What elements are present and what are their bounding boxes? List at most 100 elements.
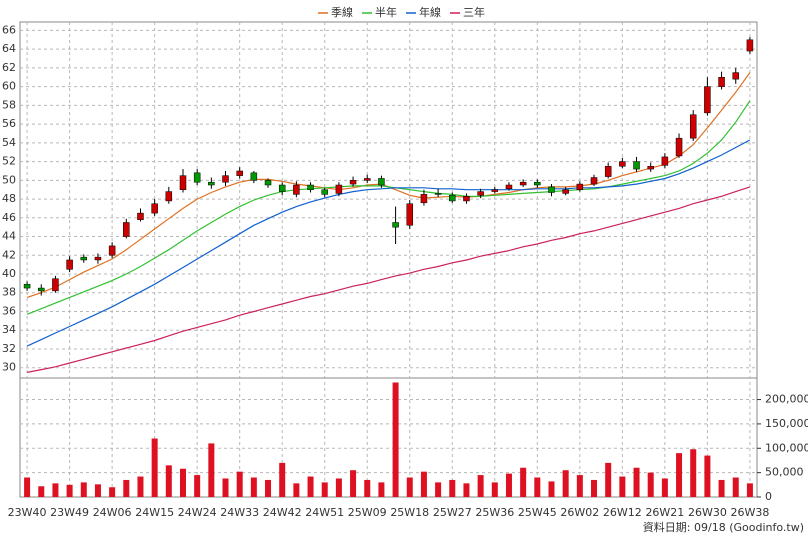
volume-bar	[406, 477, 413, 497]
volume-bar	[463, 483, 470, 497]
candle-body	[519, 181, 527, 186]
volume-bar	[307, 476, 314, 497]
volume-bar	[619, 476, 626, 497]
x-tick-label: 26W21	[645, 506, 684, 519]
candle-body	[363, 178, 371, 181]
legend-label: 三年	[463, 5, 485, 19]
candle-body	[250, 172, 258, 181]
volume-bar	[321, 482, 328, 497]
legend-label: 季線	[331, 5, 353, 19]
x-tick-label: 26W38	[730, 506, 769, 519]
volume-bar	[94, 484, 101, 497]
candle-body	[732, 72, 739, 80]
legend: 季線 半年 年線 三年	[318, 5, 485, 19]
x-tick-label: 24W06	[93, 506, 132, 519]
volume-bar	[449, 479, 456, 497]
y-tick-label: 40	[2, 267, 16, 280]
candle-body	[562, 189, 569, 194]
volume-bar	[38, 486, 45, 497]
candle-body	[576, 183, 584, 190]
y-tick-label: 66	[2, 23, 16, 36]
candle-body	[718, 77, 725, 87]
x-tick-label: 25W45	[518, 506, 557, 519]
volume-bar	[591, 479, 598, 497]
x-tick-label: 26W12	[603, 506, 642, 519]
candle-body	[406, 203, 414, 226]
volume-bar	[24, 477, 31, 497]
x-tick-label: 25W09	[348, 506, 387, 519]
candle-body	[633, 161, 640, 170]
volume-bar	[746, 483, 753, 497]
y-tick-label: 38	[2, 286, 16, 299]
candle-body	[38, 287, 45, 292]
footer: 資料日期: 09/18 (Goodinfo.tw)	[643, 520, 804, 534]
candle-body	[307, 184, 314, 190]
ma-line	[26, 186, 751, 373]
candle-body	[534, 181, 541, 186]
candle-body	[604, 166, 612, 177]
volume-bar	[222, 478, 229, 497]
volume-bar	[690, 449, 697, 497]
candle-body	[335, 184, 343, 194]
x-tick-label: 24W42	[263, 506, 302, 519]
volume-bar	[718, 479, 725, 497]
volume-bar	[520, 467, 527, 497]
volume-bar	[350, 470, 357, 497]
volume-bar	[605, 462, 612, 497]
volume-bar	[732, 477, 739, 497]
candle-body	[463, 196, 470, 202]
candle-body	[661, 156, 669, 166]
volume-bar	[236, 471, 243, 497]
candle-body	[420, 194, 428, 204]
y2-tick-label: 100,000	[765, 441, 808, 454]
volume-bar	[562, 470, 569, 497]
candle-body	[647, 166, 654, 170]
y-tick-label: 48	[2, 192, 16, 205]
volume-bar	[279, 462, 286, 497]
volume-bar	[250, 477, 257, 497]
volume-bar	[633, 467, 640, 497]
y2-tick-label: 150,000	[765, 417, 808, 430]
candle-body	[165, 191, 173, 202]
y-tick-label: 30	[2, 361, 16, 374]
candle-body	[477, 191, 484, 196]
y-tick-label: 42	[2, 248, 16, 261]
volume-bar	[151, 438, 158, 497]
volume-bar	[335, 478, 342, 497]
volume-bar	[194, 475, 201, 497]
x-tick-label: 23W49	[50, 506, 89, 519]
volume-bar	[420, 471, 427, 497]
y-tick-label: 34	[2, 323, 16, 336]
volume-bar	[505, 473, 512, 497]
y-tick-label: 64	[2, 42, 16, 55]
volume-bar	[165, 465, 172, 497]
volume-bar	[477, 475, 484, 497]
volume-bar	[661, 478, 668, 497]
candle-body	[449, 195, 456, 202]
candle-body	[293, 184, 300, 195]
y2-tick-label: 200,000	[765, 393, 808, 406]
volume-bar	[704, 455, 711, 497]
y-tick-label: 62	[2, 61, 16, 74]
candle-body	[94, 256, 102, 261]
y-tick-label: 46	[2, 211, 16, 224]
candle-body	[491, 189, 499, 192]
y-tick-label: 36	[2, 304, 16, 317]
candle-body	[236, 170, 243, 176]
candle-body	[108, 245, 116, 256]
candle-body	[619, 161, 626, 167]
volume-bar	[364, 479, 371, 497]
legend-label: 半年	[375, 5, 397, 19]
volume-bar	[179, 468, 186, 497]
ma-line	[26, 139, 751, 347]
volume-bar	[109, 487, 116, 497]
candle-body	[222, 175, 229, 183]
candle-body	[80, 256, 88, 261]
volume-bar	[137, 476, 144, 497]
x-tick-label: 24W51	[305, 506, 344, 519]
volume-bar	[80, 482, 87, 497]
candle-body	[52, 278, 59, 292]
volume-bar	[392, 382, 399, 497]
volume-bar	[66, 484, 73, 497]
candle-body	[548, 186, 555, 193]
